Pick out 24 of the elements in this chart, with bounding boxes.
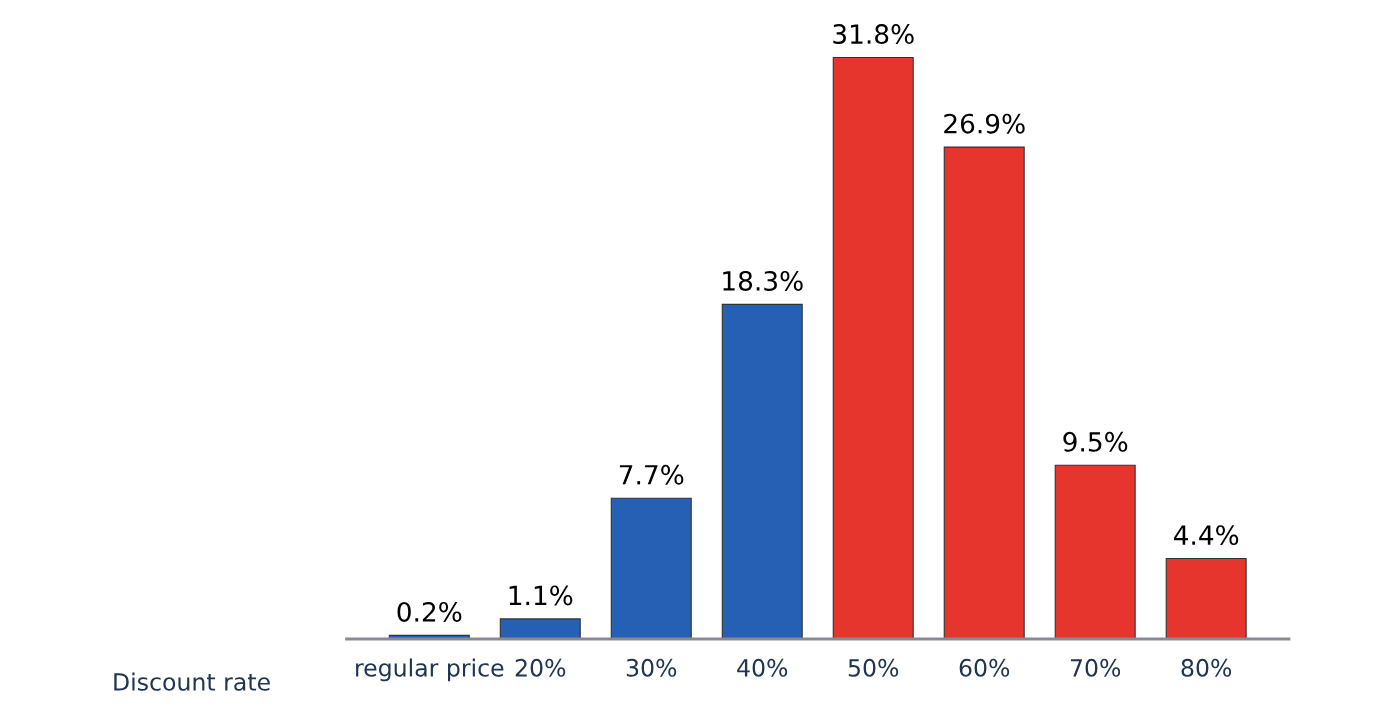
data-label: 0.2% — [397, 601, 462, 622]
data-label: 9.5% — [1063, 431, 1128, 452]
bar — [1054, 464, 1136, 639]
x-tick-label: 30% — [626, 658, 677, 677]
x-tick-label: 40% — [737, 658, 788, 677]
x-tick-label: 70% — [1070, 658, 1121, 677]
data-label: 26.9% — [944, 113, 1025, 134]
bar — [499, 618, 581, 639]
x-tick-label: regular price — [356, 658, 504, 682]
bar — [610, 497, 692, 639]
x-tick-label: 60% — [959, 658, 1010, 677]
data-label: 31.8% — [833, 24, 914, 45]
data-label: 18.3% — [723, 270, 803, 291]
bar — [943, 146, 1025, 639]
data-label: 7.7% — [619, 464, 684, 485]
x-tick-label: 20% — [515, 658, 566, 677]
x-axis-title: Discount rate — [114, 672, 270, 691]
data-label: 4.4% — [1173, 525, 1239, 546]
x-tick-label: 80% — [1181, 658, 1232, 677]
bar — [832, 56, 914, 639]
bar — [721, 303, 803, 639]
data-label: 1.1% — [509, 585, 573, 606]
x-tick-label: 50% — [848, 658, 899, 677]
bar — [1165, 557, 1247, 639]
